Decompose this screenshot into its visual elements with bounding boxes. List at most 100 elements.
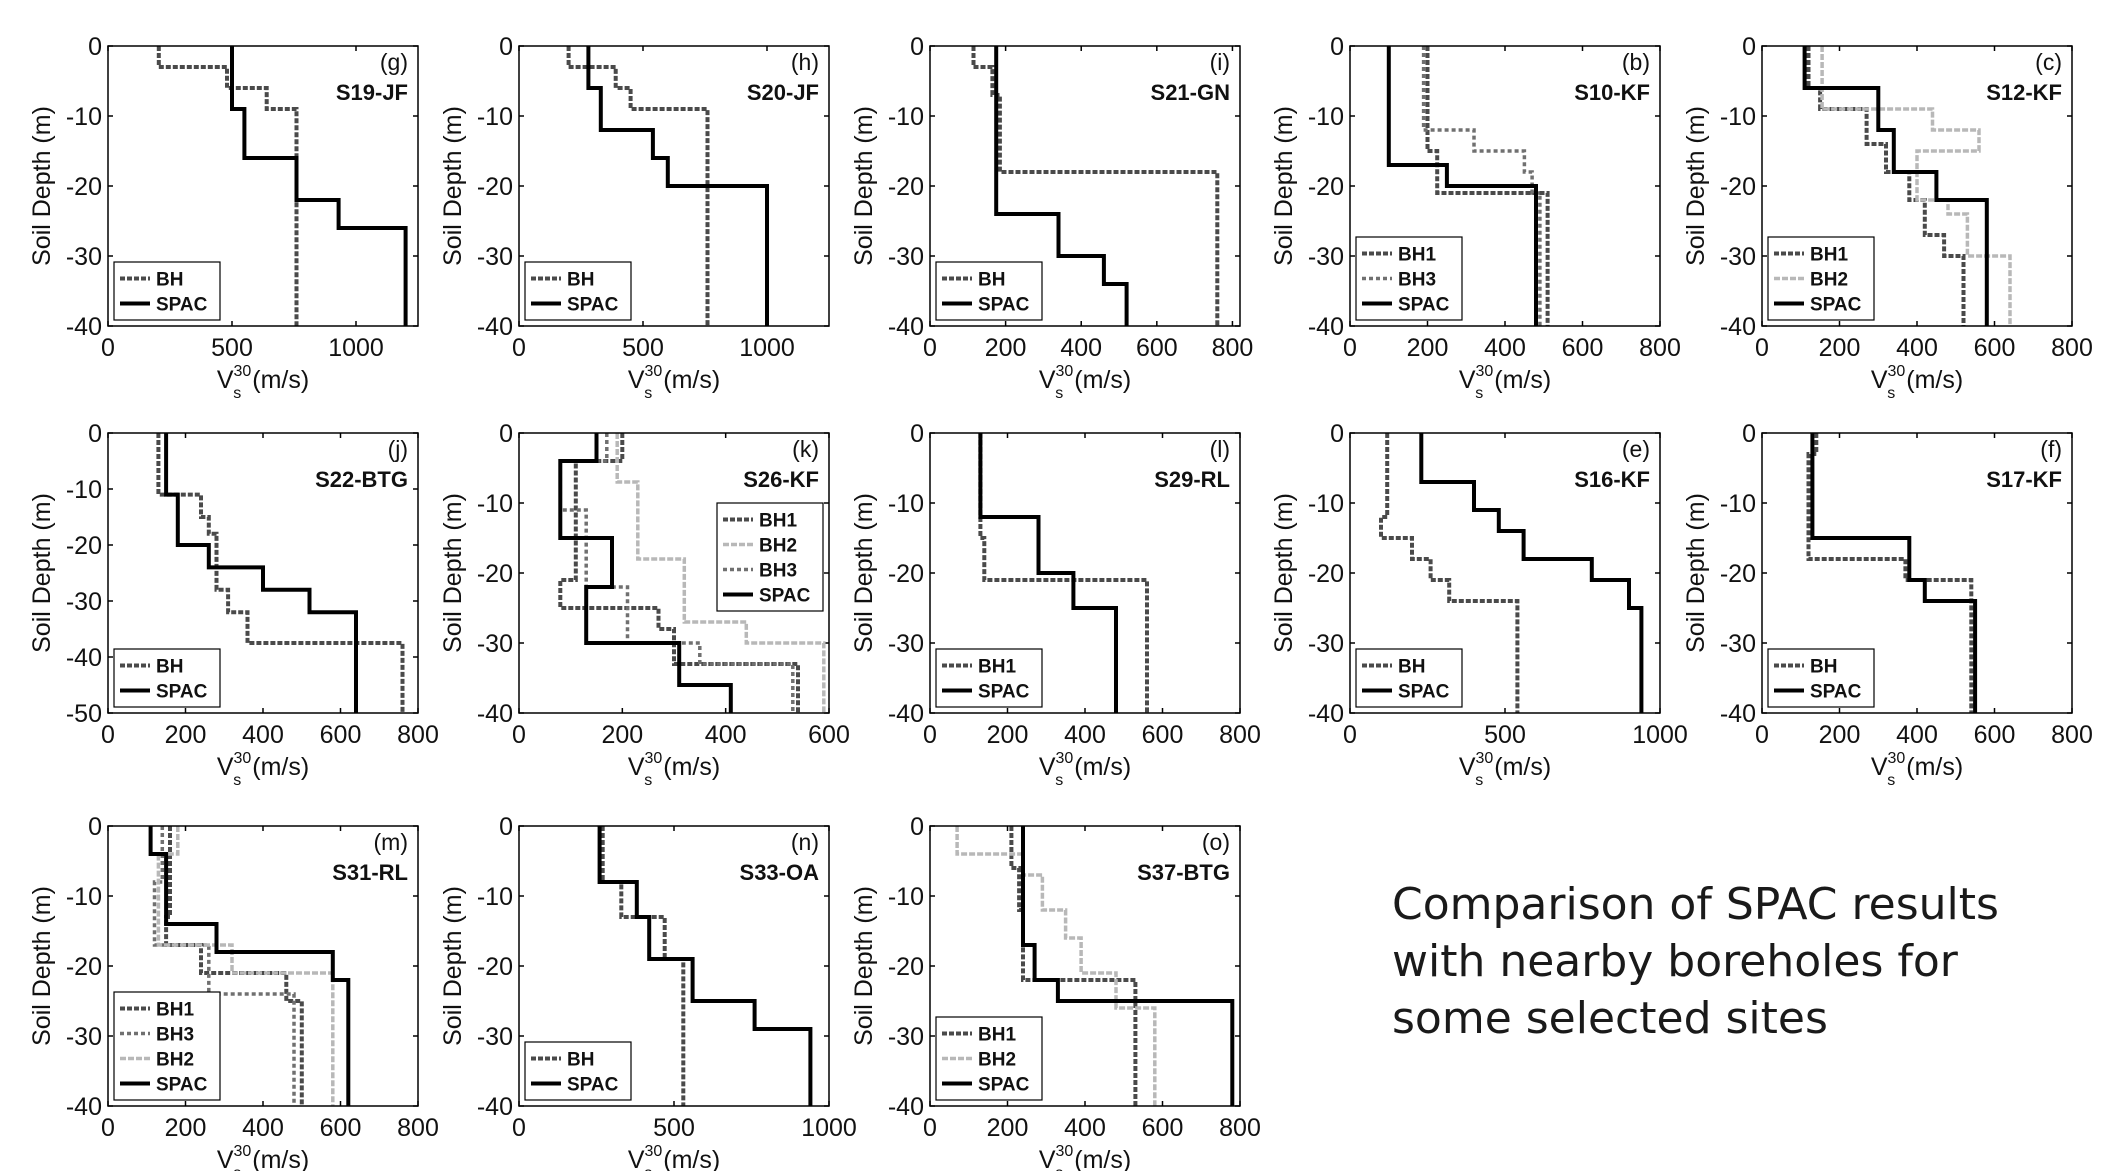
y-tick-label: 0 bbox=[499, 33, 513, 61]
y-tick-label: 0 bbox=[910, 813, 924, 841]
y-axis-label: Soil Depth (m) bbox=[439, 106, 467, 266]
panel-tag: (o) bbox=[1202, 829, 1230, 855]
y-tick-label: -10 bbox=[1720, 103, 1756, 131]
legend-label: SPAC bbox=[978, 682, 1030, 703]
x-tick-label: 200 bbox=[987, 721, 1029, 749]
plot-frame bbox=[929, 432, 1241, 714]
legend-label: SPAC bbox=[1810, 682, 1862, 703]
legend-label: SPAC bbox=[1398, 682, 1450, 703]
y-tick-label: -20 bbox=[888, 173, 924, 201]
x-tick-label: 400 bbox=[1064, 1114, 1106, 1142]
y-tick-label: -10 bbox=[888, 883, 924, 911]
site-label: S37-BTG bbox=[1137, 860, 1230, 885]
y-axis-label: Soil Depth (m) bbox=[1270, 106, 1298, 266]
legend: BH SPAC bbox=[935, 261, 1043, 321]
series-line-spac bbox=[978, 433, 1118, 713]
y-tick-label: -40 bbox=[66, 1093, 102, 1121]
y-tick-label: -10 bbox=[477, 490, 513, 518]
x-tick-label: 600 bbox=[1562, 334, 1604, 362]
x-tick-label: 200 bbox=[165, 721, 207, 749]
series-line-bh bbox=[1806, 433, 1974, 713]
y-tick-label: 0 bbox=[1330, 33, 1344, 61]
y-tick-label: -40 bbox=[1308, 313, 1344, 341]
legend-label: BH1 bbox=[759, 511, 797, 532]
panel-s26-kf: 0 200 400 6000-10-20-30-40(k)S26-KFBH1BH2BH… bbox=[439, 420, 850, 789]
site-label: S10-KF bbox=[1574, 80, 1650, 105]
y-tick-label: -40 bbox=[1308, 700, 1344, 728]
panel-tag: (e) bbox=[1622, 436, 1650, 462]
legend-box bbox=[524, 1041, 632, 1101]
plot-frame bbox=[929, 825, 1241, 1107]
x-tick-label: 0 bbox=[512, 1114, 526, 1142]
x-tick-label: 800 bbox=[1212, 334, 1254, 362]
legend: BH1 SPAC bbox=[935, 648, 1043, 708]
x-tick-label: 800 bbox=[2051, 334, 2093, 362]
panel-tag: (c) bbox=[2035, 49, 2062, 75]
x-tick-label: 500 bbox=[622, 334, 664, 362]
x-tick-label: 600 bbox=[320, 721, 362, 749]
legend-box bbox=[1767, 648, 1875, 708]
legend: BH1 BH2 SPAC bbox=[935, 1016, 1043, 1101]
x-tick-label: 0 bbox=[923, 721, 937, 749]
x-tick-label: 1000 bbox=[739, 334, 795, 362]
panel-tag: (i) bbox=[1210, 49, 1230, 75]
annotation-line-2: with nearby boreholes for bbox=[1392, 936, 1958, 987]
legend-label: BH bbox=[978, 270, 1005, 291]
y-tick-label: 0 bbox=[499, 813, 513, 841]
panel-tag: (l) bbox=[1210, 436, 1230, 462]
series-line-spac bbox=[164, 433, 358, 713]
y-tick-label: -40 bbox=[1720, 700, 1756, 728]
series-line-spac bbox=[558, 433, 733, 713]
site-label: S20-JF bbox=[747, 80, 819, 105]
y-tick-label: -30 bbox=[1720, 243, 1756, 271]
y-tick-label: -30 bbox=[888, 243, 924, 271]
panel-s33-oa: 0 500 1000 0 -10 -20 -30 -40 (n) S33-OA BH SPAC Soil… bbox=[439, 813, 857, 1171]
y-tick-label: -10 bbox=[888, 103, 924, 131]
y-tick-label: -30 bbox=[477, 1023, 513, 1051]
x-tick-label: 500 bbox=[1484, 721, 1526, 749]
series-line-bh2 bbox=[615, 433, 826, 713]
legend-label: SPAC bbox=[1398, 295, 1450, 316]
panel-s12-kf: 0 200 400 600 8000-10-20-30-40(c)S12-KFBH1BH… bbox=[1682, 33, 2093, 402]
x-tick-label: 800 bbox=[397, 1114, 439, 1142]
legend: BH1 BH2 SPAC bbox=[1767, 236, 1875, 321]
legend-label: BH bbox=[156, 657, 183, 678]
series-line-bh bbox=[156, 433, 405, 713]
site-label: S19-JF bbox=[336, 80, 408, 105]
x-tick-label: 0 bbox=[1755, 334, 1769, 362]
x-tick-label: 600 bbox=[808, 721, 850, 749]
y-tick-label: -40 bbox=[66, 313, 102, 341]
y-tick-label: -50 bbox=[66, 700, 102, 728]
legend-label: BH bbox=[567, 270, 594, 291]
y-axis-label: Soil Depth (m) bbox=[1682, 106, 1710, 266]
y-axis-label: Soil Depth (m) bbox=[28, 886, 56, 1046]
y-tick-label: -30 bbox=[1308, 243, 1344, 271]
y-tick-label: 0 bbox=[499, 420, 513, 448]
x-tick-label: 800 bbox=[1219, 721, 1261, 749]
annotation-line-1: Comparison of SPAC results bbox=[1392, 879, 1999, 930]
series-line-bh2 bbox=[156, 826, 335, 1106]
y-tick-label: 0 bbox=[1742, 33, 1756, 61]
y-tick-label: -40 bbox=[1720, 313, 1756, 341]
x-tick-label: 600 bbox=[1142, 721, 1184, 749]
panel-tag: (m) bbox=[374, 829, 408, 855]
site-label: S33-OA bbox=[740, 860, 820, 885]
y-tick-label: -30 bbox=[1720, 630, 1756, 658]
plot-frame bbox=[107, 825, 419, 1107]
legend-label: SPAC bbox=[156, 1075, 208, 1096]
legend: BH1 BH3 SPAC bbox=[1355, 236, 1463, 321]
y-tick-label: -20 bbox=[1720, 173, 1756, 201]
legend-label: BH bbox=[1398, 657, 1425, 678]
x-tick-label: 400 bbox=[242, 1114, 284, 1142]
legend-label: SPAC bbox=[567, 1075, 619, 1096]
y-tick-label: 0 bbox=[1330, 420, 1344, 448]
y-axis-label: Soil Depth (m) bbox=[850, 106, 878, 266]
x-tick-label: 1000 bbox=[1632, 721, 1688, 749]
legend: BH SPAC bbox=[524, 261, 632, 321]
y-tick-label: -10 bbox=[66, 476, 102, 504]
y-tick-label: -20 bbox=[477, 953, 513, 981]
